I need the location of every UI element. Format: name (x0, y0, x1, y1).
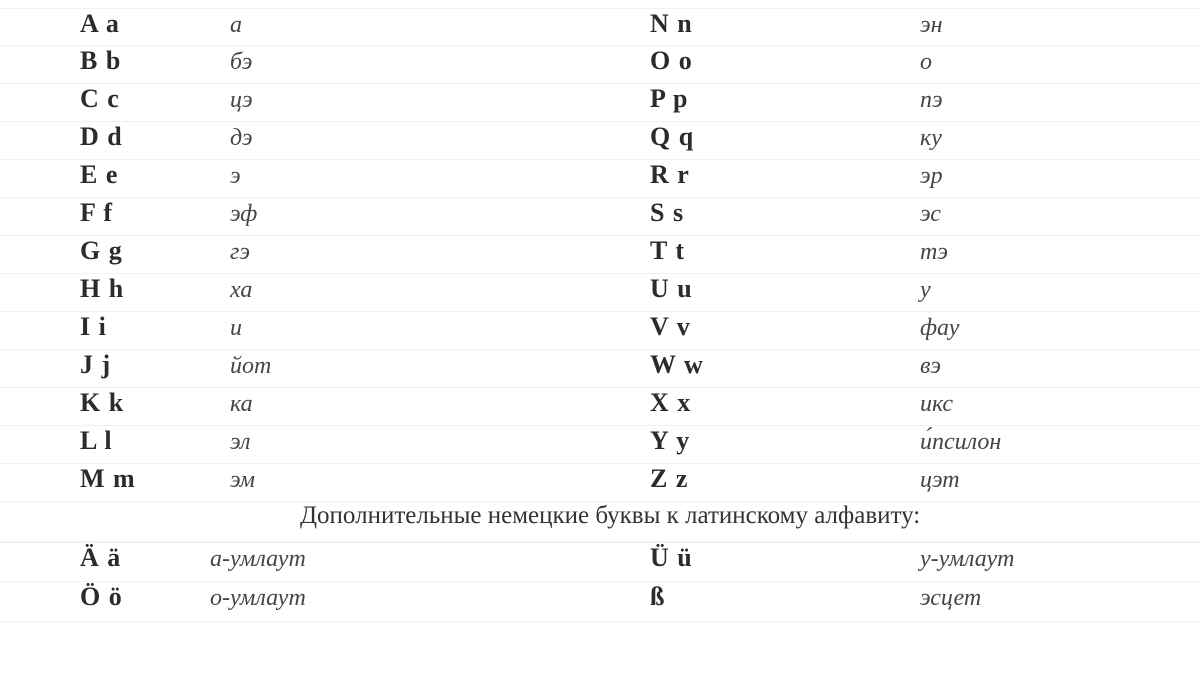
pron-cell: эн (920, 12, 1200, 39)
pron-cell: эр (920, 163, 1200, 190)
table-row: I i и V v фау (0, 312, 1200, 350)
pron-cell: и́псилон (920, 429, 1200, 456)
pron-cell: у-умлаут (920, 546, 1200, 573)
pron-cell: о-умлаут (210, 585, 570, 612)
letter-cell: B b (0, 46, 230, 76)
letter-cell: J j (0, 350, 230, 380)
letter-cell: T t (570, 236, 920, 266)
table-row: H h ха U u у (0, 274, 1200, 312)
table-row: E e э R r эр (0, 160, 1200, 198)
pron-cell: ка (230, 391, 570, 418)
letter-cell: W w (570, 350, 920, 380)
letter-cell: H h (0, 274, 230, 304)
letter-cell: ß (570, 582, 920, 612)
letter-cell: Ä ä (0, 543, 210, 573)
pron-cell: и (230, 315, 570, 342)
table-row: B b бэ O o о (0, 46, 1200, 84)
table-row: C c цэ P p пэ (0, 84, 1200, 122)
letter-cell: K k (0, 388, 230, 418)
pron-cell: ку (920, 125, 1200, 152)
pron-cell: цэ (230, 87, 570, 114)
table-row: Ä ä а-умлаут Ü ü у-умлаут (0, 542, 1200, 582)
letter-cell: S s (570, 198, 920, 228)
letter-cell: P p (570, 84, 920, 114)
letter-cell: M m (0, 464, 230, 494)
pron-cell: у (920, 277, 1200, 304)
pron-cell: икс (920, 391, 1200, 418)
pron-cell: эс (920, 201, 1200, 228)
letter-cell: I i (0, 312, 230, 342)
table-row: J j йот W w вэ (0, 350, 1200, 388)
pron-cell: фау (920, 315, 1200, 342)
letter-cell: D d (0, 122, 230, 152)
letter-cell: Ö ö (0, 582, 210, 612)
table-row: L l эл Y y и́псилон (0, 426, 1200, 464)
pron-cell: ха (230, 277, 570, 304)
letter-cell: E e (0, 160, 230, 190)
table-row: D d дэ Q q ку (0, 122, 1200, 160)
pron-cell: а (230, 12, 570, 39)
extras-table: Ä ä а-умлаут Ü ü у-умлаут Ö ö о-умлаут ß… (0, 542, 1200, 622)
pron-cell: йот (230, 353, 570, 380)
letter-cell: R r (570, 160, 920, 190)
table-row: G g гэ T t тэ (0, 236, 1200, 274)
table-row: Ö ö о-умлаут ß эсцет (0, 582, 1200, 622)
pron-cell: эсцет (920, 585, 1200, 612)
pron-cell: о (920, 49, 1200, 76)
table-row: A a а N n эн (0, 8, 1200, 46)
pron-cell: пэ (920, 87, 1200, 114)
letter-cell: Y y (570, 426, 920, 456)
pron-cell: гэ (230, 239, 570, 266)
table-row: M m эм Z z цэт (0, 464, 1200, 502)
letter-cell: C c (0, 84, 230, 114)
pron-cell: вэ (920, 353, 1200, 380)
pron-cell: э (230, 163, 570, 190)
pron-cell: цэт (920, 467, 1200, 494)
pron-cell: дэ (230, 125, 570, 152)
alphabet-table: A a а N n эн B b бэ O o о C c цэ P p пэ … (0, 0, 1200, 634)
letter-cell: Q q (570, 122, 920, 152)
letter-cell: G g (0, 236, 230, 266)
letter-cell: A a (0, 9, 230, 39)
letter-cell: L l (0, 426, 230, 456)
letter-cell: Z z (570, 464, 920, 494)
pron-cell: эф (230, 201, 570, 228)
letter-cell: X x (570, 388, 920, 418)
pron-cell: а-умлаут (210, 546, 570, 573)
table-row: K k ка X x икс (0, 388, 1200, 426)
pron-cell: бэ (230, 49, 570, 76)
caption-text: Дополнительные немецкие буквы к латинско… (300, 502, 920, 530)
letter-cell: V v (570, 312, 920, 342)
letter-cell: O o (570, 46, 920, 76)
extras-caption: Дополнительные немецкие буквы к латинско… (0, 502, 1200, 542)
letter-cell: U u (570, 274, 920, 304)
pron-cell: тэ (920, 239, 1200, 266)
table-row: F f эф S s эс (0, 198, 1200, 236)
pron-cell: эм (230, 467, 570, 494)
letter-cell: Ü ü (570, 543, 920, 573)
letter-cell: F f (0, 198, 230, 228)
letter-cell: N n (570, 9, 920, 39)
pron-cell: эл (230, 429, 570, 456)
